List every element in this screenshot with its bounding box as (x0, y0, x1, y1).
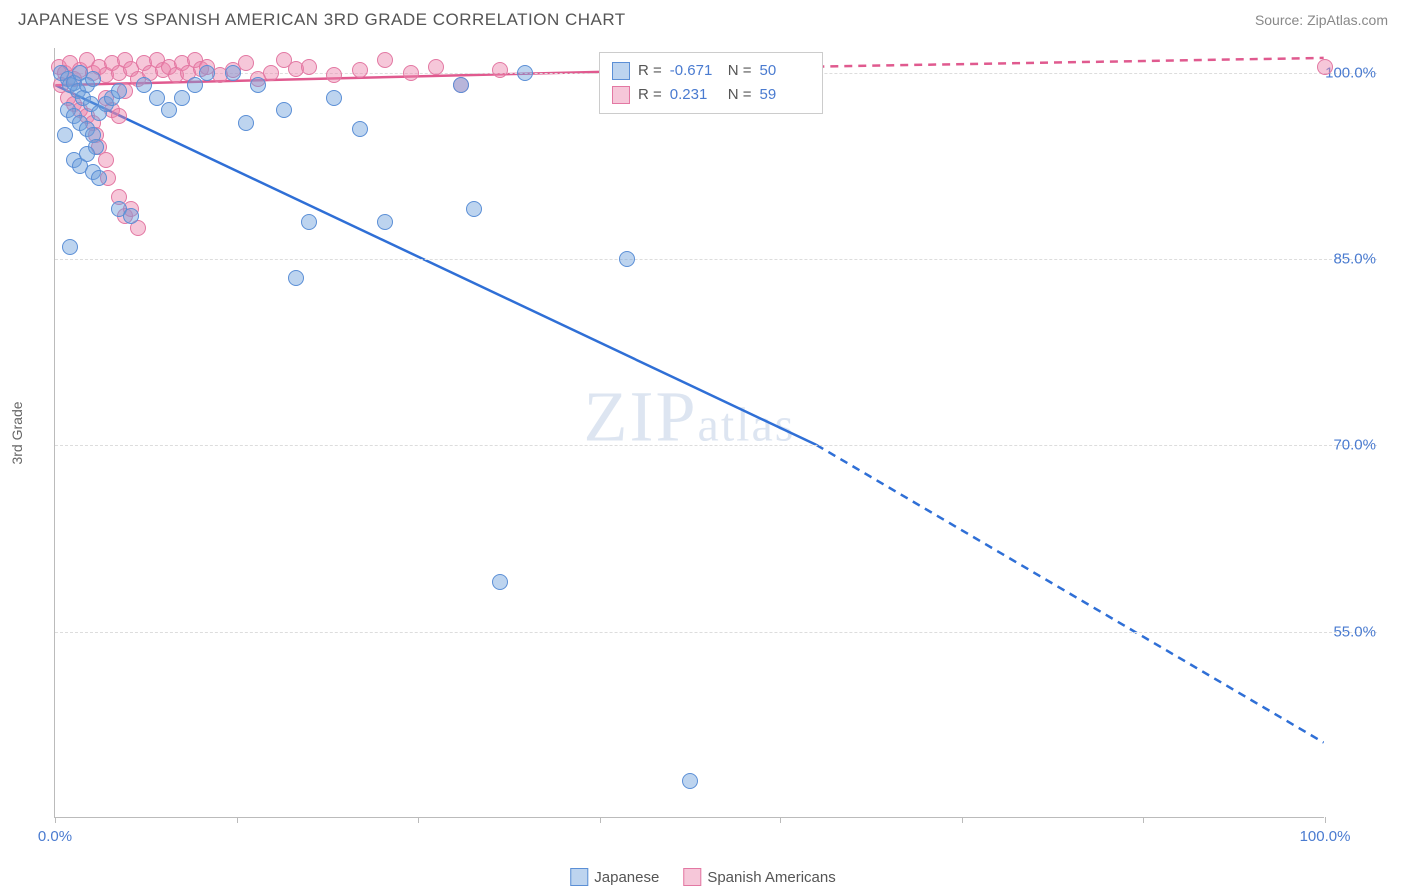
x-tick-label: 0.0% (38, 828, 72, 845)
stat-label-r: R = (638, 59, 662, 83)
data-point-spanish (377, 52, 393, 68)
x-tick (780, 817, 781, 823)
swatch-japanese (612, 62, 630, 80)
y-tick-label: 70.0% (1316, 437, 1376, 454)
data-point-spanish (98, 152, 114, 168)
data-point-japanese (57, 127, 73, 143)
y-axis-label: 3rd Grade (9, 401, 25, 464)
swatch-japanese (570, 868, 588, 886)
stat-r-japanese: -0.671 (670, 59, 720, 83)
data-point-japanese (377, 214, 393, 230)
data-point-japanese (123, 208, 139, 224)
data-point-spanish (428, 59, 444, 75)
stat-label-n: N = (728, 83, 752, 107)
data-point-japanese (199, 65, 215, 81)
legend-row-japanese: R = -0.671 N = 50 (612, 59, 810, 83)
data-point-japanese (62, 239, 78, 255)
data-point-spanish (301, 59, 317, 75)
data-point-japanese (79, 146, 95, 162)
data-point-japanese (276, 102, 292, 118)
data-point-japanese (136, 77, 152, 93)
y-tick-label: 55.0% (1316, 623, 1376, 640)
data-point-spanish (111, 108, 127, 124)
data-point-japanese (149, 90, 165, 106)
correlation-legend: R = -0.671 N = 50 R = 0.231 N = 59 (599, 52, 823, 114)
stat-r-spanish: 0.231 (670, 83, 720, 107)
data-point-japanese (453, 77, 469, 93)
legend-item-japanese: Japanese (570, 868, 659, 886)
data-point-spanish (352, 62, 368, 78)
source-label: Source: ZipAtlas.com (1255, 12, 1388, 28)
x-tick (418, 817, 419, 823)
chart-title: JAPANESE VS SPANISH AMERICAN 3RD GRADE C… (18, 10, 626, 30)
data-point-japanese (238, 115, 254, 131)
legend-label-japanese: Japanese (594, 869, 659, 886)
x-tick (600, 817, 601, 823)
swatch-spanish (612, 86, 630, 104)
y-tick-label: 85.0% (1316, 251, 1376, 268)
gridline (55, 259, 1377, 260)
data-point-japanese (517, 65, 533, 81)
data-point-japanese (466, 201, 482, 217)
legend-row-spanish: R = 0.231 N = 59 (612, 83, 810, 107)
plot-container: 3rd Grade ZIPatlas 55.0%70.0%85.0%100.0%… (54, 48, 1376, 818)
series-legend: Japanese Spanish Americans (570, 868, 835, 886)
data-point-japanese (250, 77, 266, 93)
x-tick (1143, 817, 1144, 823)
gridline (55, 632, 1377, 633)
stat-label-n: N = (728, 59, 752, 83)
data-point-japanese (326, 90, 342, 106)
data-point-japanese (161, 102, 177, 118)
stat-label-r: R = (638, 83, 662, 107)
x-tick (962, 817, 963, 823)
data-point-japanese (91, 170, 107, 186)
data-point-japanese (111, 83, 127, 99)
data-point-spanish (492, 62, 508, 78)
legend-item-spanish: Spanish Americans (683, 868, 835, 886)
stat-n-spanish: 59 (760, 83, 810, 107)
data-point-japanese (187, 77, 203, 93)
data-point-japanese (174, 90, 190, 106)
data-point-japanese (225, 65, 241, 81)
data-point-spanish (403, 65, 419, 81)
plot-area: 3rd Grade ZIPatlas 55.0%70.0%85.0%100.0%… (54, 48, 1324, 818)
x-tick (237, 817, 238, 823)
data-point-japanese (492, 574, 508, 590)
data-point-spanish (263, 65, 279, 81)
data-point-japanese (85, 71, 101, 87)
trend-lines (55, 48, 1324, 817)
x-tick (55, 817, 56, 823)
stat-n-japanese: 50 (760, 59, 810, 83)
x-tick (1325, 817, 1326, 823)
data-point-spanish (326, 67, 342, 83)
x-tick-label: 100.0% (1300, 828, 1351, 845)
data-point-japanese (619, 251, 635, 267)
swatch-spanish (683, 868, 701, 886)
gridline (55, 445, 1377, 446)
legend-label-spanish: Spanish Americans (707, 869, 835, 886)
data-point-spanish (1317, 59, 1333, 75)
data-point-japanese (682, 773, 698, 789)
data-point-japanese (288, 270, 304, 286)
data-point-japanese (301, 214, 317, 230)
data-point-japanese (352, 121, 368, 137)
